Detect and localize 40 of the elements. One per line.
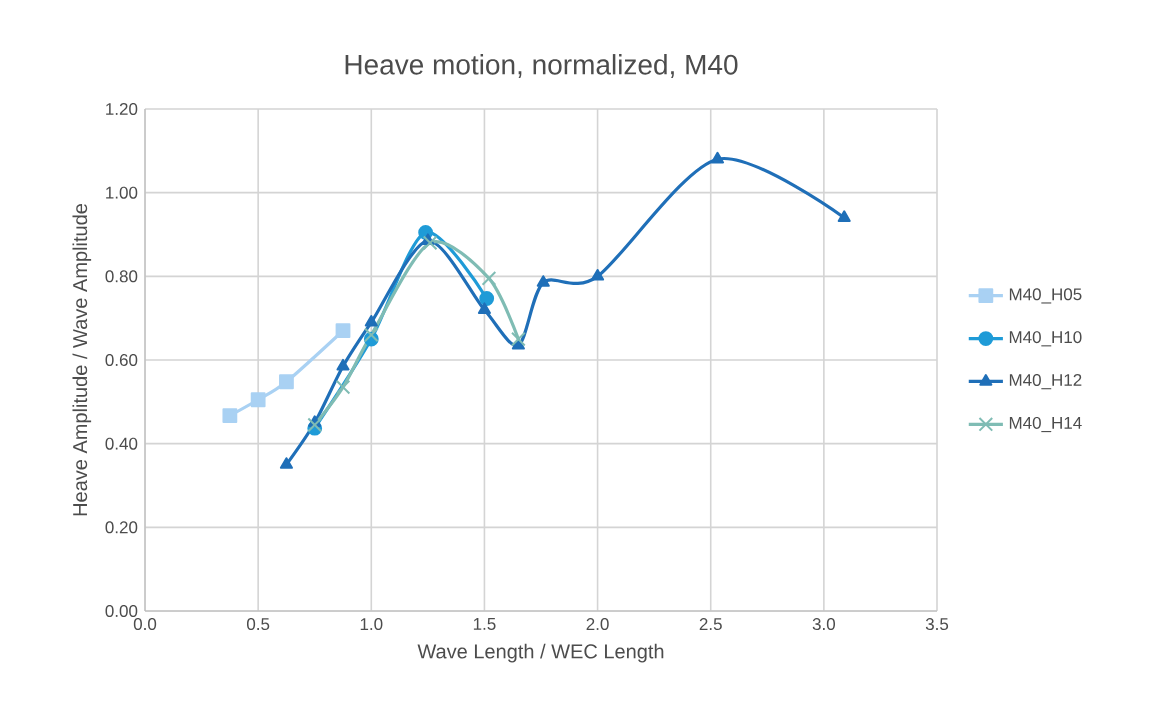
legend-label: M40_H05 — [1009, 288, 1082, 304]
x-tick-label: 0.0 — [133, 618, 157, 631]
point — [364, 314, 378, 327]
x-tick-label: 2.0 — [586, 618, 609, 631]
point — [536, 275, 550, 287]
point — [279, 374, 294, 390]
point — [422, 235, 438, 251]
y-tick-label: 0.60 — [105, 354, 138, 367]
point — [710, 151, 725, 164]
y-axis-title: Heave Amplitude / Wave Amplitude — [72, 204, 92, 516]
legend-label: M40_H10 — [1009, 331, 1082, 347]
point — [591, 268, 605, 281]
point — [511, 331, 526, 347]
y-tick-label: 0.20 — [105, 521, 138, 534]
point — [222, 408, 238, 424]
legend-label: M40_H14 — [1009, 416, 1082, 433]
x-tick-label: 0.5 — [246, 618, 270, 631]
x-axis-title: Wave Length / WEC Length — [417, 643, 664, 663]
x-tick-label: 3.5 — [925, 618, 949, 631]
point — [477, 302, 491, 314]
y-tick-label: 1.00 — [106, 186, 138, 199]
point — [336, 358, 350, 371]
x-tick-label: 3.0 — [812, 618, 836, 631]
x-tick-label: 1.0 — [360, 618, 383, 631]
y-tick-label: 0.80 — [105, 270, 138, 283]
point — [837, 210, 851, 222]
y-tick-label: 1.20 — [106, 103, 138, 116]
point — [250, 392, 266, 408]
x-tick-label: 1.5 — [473, 618, 496, 630]
point — [479, 291, 495, 306]
point — [335, 323, 351, 339]
y-tick-label: 0.00 — [105, 605, 138, 618]
point — [279, 457, 293, 469]
point — [363, 327, 379, 343]
point — [481, 271, 497, 286]
chart-title: Heave motion, normalized, M40 — [345, 54, 738, 78]
x-tick-label: 2.5 — [699, 618, 722, 631]
y-tick-label: 0.40 — [105, 437, 138, 450]
legend-label: M40_H12 — [1009, 374, 1082, 390]
point — [335, 379, 351, 395]
